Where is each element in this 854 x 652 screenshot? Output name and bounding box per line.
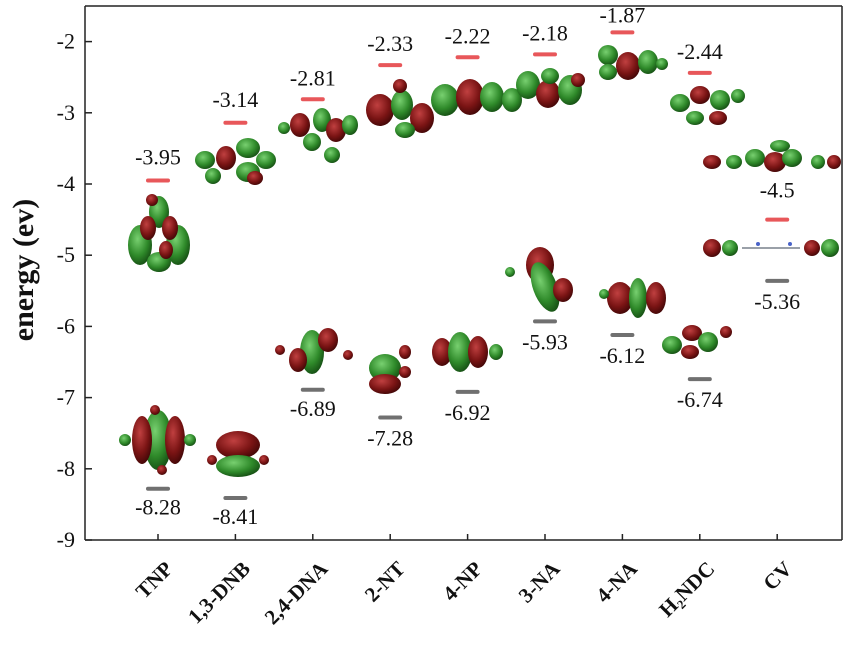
- x-category-label: 2-NT: [360, 557, 410, 607]
- lumo-value-label: -3.95: [135, 144, 181, 169]
- x-category-label: 4-NA: [591, 556, 642, 607]
- y-tick-label: -4: [57, 171, 75, 196]
- x-category-label: CV: [758, 557, 796, 595]
- y-tick-label: -9: [57, 527, 75, 552]
- homo-levels: -8.28 -8.41 -6.89 -7.28 -6.92 -5.93 -6.12 -6.74…: [135, 278, 800, 529]
- orbital-dnb-lumo: [195, 138, 276, 185]
- orbital-tnp-lumo: [128, 194, 190, 272]
- homo-value-label: -5.36: [754, 289, 800, 314]
- orbital-cv-homo: [703, 239, 839, 257]
- lumo-levels: -3.95 -3.14 -2.81 -2.33 -2.22 -2.18 -1.87 -2.44…: [135, 2, 795, 222]
- y-tick-label: -2: [57, 29, 75, 54]
- homo-value-label: -7.28: [367, 426, 413, 451]
- y-axis-title: energy (ev): [7, 199, 40, 341]
- orbital-3na-lumo: [516, 68, 585, 108]
- x-ticks: TNP 1,3-DNB 2,4-DNA 2-NT 4-NP 3-NA 4-NA H₂NDC CV: [131, 534, 797, 629]
- orbital-cv-lumo: [703, 140, 841, 172]
- y-tick-label: -6: [57, 313, 75, 338]
- lumo-value-label: -3.14: [212, 87, 258, 112]
- orbital-nt-homo: [369, 345, 411, 394]
- x-category-label: 4-NP: [438, 556, 487, 605]
- orbital-h2ndc-lumo: [670, 86, 745, 125]
- y-tick-label: -8: [57, 456, 75, 481]
- x-category-label: 2,4-DNA: [260, 556, 333, 629]
- orbital-h2ndc-homo: [662, 325, 732, 359]
- plot-frame: [84, 5, 843, 541]
- orbital-np-homo: [432, 332, 503, 372]
- lumo-value-label: -2.22: [445, 23, 491, 48]
- lumo-value-label: -2.81: [290, 65, 336, 90]
- orbital-3na-homo: [505, 247, 573, 312]
- orbital-dnb-homo: [207, 431, 269, 477]
- homo-value-label: -8.41: [212, 504, 258, 529]
- homo-value-label: -6.89: [290, 396, 336, 421]
- orbital-illustrations: [119, 45, 841, 477]
- orbital-dna-homo: [275, 328, 353, 374]
- homo-value-label: -5.93: [522, 329, 568, 354]
- homo-value-label: -6.92: [445, 400, 491, 425]
- homo-value-label: -8.28: [135, 495, 181, 520]
- y-tick-label: -7: [57, 385, 75, 410]
- lumo-value-label: -2.33: [367, 31, 413, 56]
- homo-value-label: -6.12: [599, 343, 645, 368]
- x-category-label: 3-NA: [514, 556, 565, 607]
- y-ticks: -2 -3 -4 -5 -6 -7 -8 -9: [57, 29, 92, 552]
- homo-value-label: -6.74: [677, 387, 723, 412]
- y-tick-label: -5: [57, 242, 75, 267]
- x-category-label: TNP: [131, 556, 178, 603]
- lumo-value-label: -1.87: [599, 2, 645, 27]
- x-category-label: H₂NDC: [654, 557, 719, 622]
- lumo-value-label: -2.44: [677, 39, 723, 64]
- orbital-4na-lumo: [598, 45, 668, 80]
- orbital-tnp-homo: [119, 405, 196, 475]
- orbital-4na-homo: [599, 278, 666, 318]
- orbital-np-lumo: [431, 79, 522, 116]
- orbital-nt-lumo: [366, 79, 434, 138]
- lumo-value-label: -4.5: [760, 178, 795, 203]
- y-tick-label: -3: [57, 100, 75, 125]
- orbital-dna-lumo: [278, 108, 358, 163]
- lumo-value-label: -2.18: [522, 20, 568, 45]
- x-category-label: 1,3-DNB: [183, 557, 255, 629]
